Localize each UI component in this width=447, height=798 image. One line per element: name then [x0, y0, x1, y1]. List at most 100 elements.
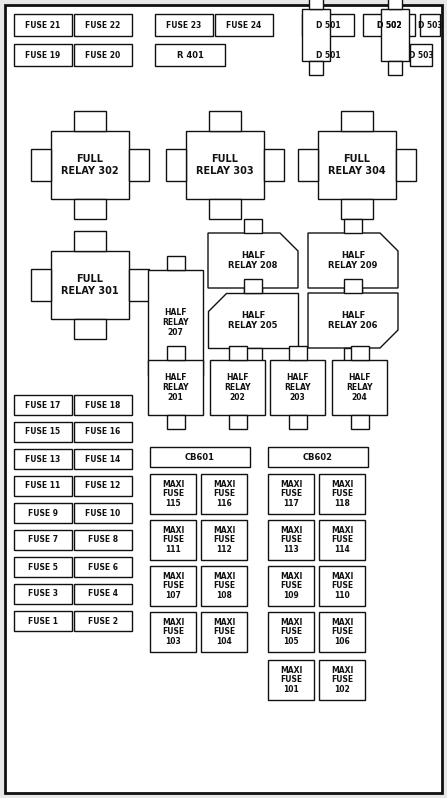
Text: FUSE 8: FUSE 8 [88, 535, 118, 544]
Text: HALF
RELAY
203: HALF RELAY 203 [284, 373, 311, 402]
Text: MAXI
FUSE
118: MAXI FUSE 118 [331, 480, 353, 508]
Bar [302, 14, 354, 36]
Bar [244, 279, 262, 293]
Bar [268, 612, 314, 652]
Bar [344, 348, 362, 362]
Text: D 503: D 503 [409, 50, 433, 60]
Bar [288, 346, 307, 360]
Text: FULL
RELAY 304: FULL RELAY 304 [328, 154, 386, 176]
Bar [14, 584, 72, 604]
Bar [228, 346, 246, 360]
Bar [166, 256, 185, 270]
Bar [309, 0, 323, 9]
Bar [150, 447, 250, 467]
Bar [201, 612, 247, 652]
Bar [215, 14, 273, 36]
Bar [74, 584, 132, 604]
Bar [344, 288, 362, 302]
Text: FUSE 2: FUSE 2 [88, 617, 118, 626]
Text: FULL
RELAY 301: FULL RELAY 301 [61, 275, 119, 296]
Bar [74, 503, 132, 523]
Bar [14, 503, 72, 523]
Bar [341, 111, 373, 131]
Bar [150, 612, 196, 652]
Bar [74, 231, 106, 251]
Bar [74, 476, 132, 496]
Bar [14, 44, 72, 66]
Text: D 501: D 501 [316, 50, 340, 60]
Bar [14, 14, 72, 36]
Text: FUSE 16: FUSE 16 [85, 428, 121, 437]
Bar [74, 319, 106, 339]
Text: MAXI
FUSE
105: MAXI FUSE 105 [280, 618, 302, 646]
Bar [155, 44, 225, 66]
Bar [264, 149, 284, 181]
Text: MAXI
FUSE
101: MAXI FUSE 101 [280, 666, 302, 694]
Bar [74, 449, 132, 469]
Bar [148, 360, 203, 415]
Bar [210, 360, 265, 415]
Bar [388, 0, 402, 9]
Text: FUSE 7: FUSE 7 [28, 535, 58, 544]
Bar [244, 219, 262, 233]
Text: FUSE 4: FUSE 4 [88, 590, 118, 598]
Bar [270, 360, 325, 415]
Bar [268, 447, 368, 467]
Bar [14, 557, 72, 577]
Text: MAXI
FUSE
110: MAXI FUSE 110 [331, 572, 353, 600]
Text: HALF
RELAY 209: HALF RELAY 209 [328, 251, 378, 271]
Text: HALF
RELAY 205: HALF RELAY 205 [228, 310, 278, 330]
Text: FULL
RELAY 302: FULL RELAY 302 [61, 154, 119, 176]
Text: MAXI
FUSE
108: MAXI FUSE 108 [213, 572, 235, 600]
Bar [420, 14, 440, 36]
Text: FUSE 3: FUSE 3 [28, 590, 58, 598]
Text: MAXI
FUSE
113: MAXI FUSE 113 [280, 526, 302, 554]
Bar [350, 346, 368, 360]
Bar [150, 520, 196, 560]
Bar [209, 199, 241, 219]
Bar [302, 9, 330, 61]
Text: FUSE 20: FUSE 20 [85, 50, 121, 60]
Bar [209, 111, 241, 131]
Text: D 503: D 503 [417, 21, 443, 30]
Text: FUSE 21: FUSE 21 [25, 21, 61, 30]
Bar [268, 566, 314, 606]
Bar [344, 279, 362, 293]
Text: FUSE 22: FUSE 22 [85, 21, 121, 30]
Text: FUSE 14: FUSE 14 [85, 455, 121, 464]
Bar [51, 251, 129, 319]
Bar [319, 660, 365, 700]
Text: FUSE 24: FUSE 24 [226, 21, 261, 30]
Text: FUSE 5: FUSE 5 [28, 563, 58, 571]
Text: FUSE 12: FUSE 12 [85, 481, 121, 491]
Text: FUSE 11: FUSE 11 [25, 481, 61, 491]
Bar [268, 520, 314, 560]
Bar [201, 520, 247, 560]
Bar [244, 288, 262, 302]
Polygon shape [308, 233, 398, 288]
Text: FUSE 6: FUSE 6 [88, 563, 118, 571]
Text: D 502: D 502 [377, 21, 401, 30]
Bar [166, 415, 185, 429]
Text: HALF
RELAY
207: HALF RELAY 207 [162, 307, 189, 338]
Bar [309, 61, 323, 75]
Text: FUSE 23: FUSE 23 [166, 21, 202, 30]
Bar [14, 422, 72, 442]
Text: MAXI
FUSE
106: MAXI FUSE 106 [331, 618, 353, 646]
Text: FUSE 17: FUSE 17 [25, 401, 61, 409]
Bar [410, 44, 432, 66]
Bar [74, 111, 106, 131]
Text: MAXI
FUSE
103: MAXI FUSE 103 [162, 618, 184, 646]
Bar [244, 348, 262, 362]
Bar [51, 131, 129, 199]
Text: FUSE 18: FUSE 18 [85, 401, 121, 409]
Text: MAXI
FUSE
117: MAXI FUSE 117 [280, 480, 302, 508]
Bar [396, 149, 416, 181]
Text: R 401: R 401 [177, 50, 203, 60]
Text: MAXI
FUSE
109: MAXI FUSE 109 [280, 572, 302, 600]
Bar [155, 14, 213, 36]
Text: HALF
RELAY
204: HALF RELAY 204 [346, 373, 373, 402]
Bar [344, 219, 362, 233]
Text: CB601: CB601 [185, 452, 215, 461]
Bar [14, 395, 72, 415]
